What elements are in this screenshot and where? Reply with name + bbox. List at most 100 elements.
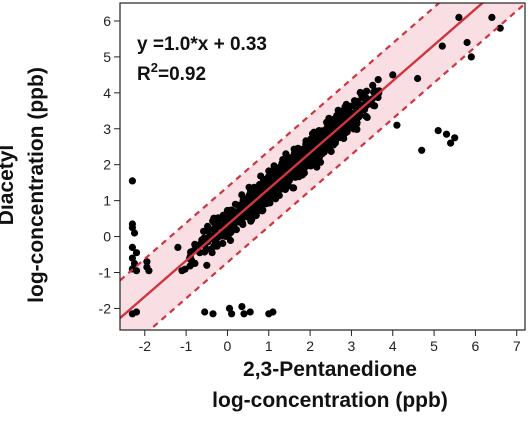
data-point <box>219 239 227 247</box>
data-point <box>467 53 475 61</box>
data-point <box>269 308 277 316</box>
data-point <box>306 142 314 150</box>
data-point <box>209 310 217 318</box>
data-point <box>389 71 397 79</box>
plot-frame <box>119 2 526 331</box>
y-tick-label: -1 <box>99 265 112 281</box>
x-tick-label: 2 <box>306 338 314 354</box>
data-point <box>326 137 334 145</box>
data-point <box>325 145 334 153</box>
data-point <box>128 177 136 185</box>
upper-band-line <box>120 3 441 282</box>
data-point <box>451 134 459 142</box>
data-point <box>290 145 298 153</box>
data-point <box>132 308 141 316</box>
data-point <box>263 200 271 208</box>
data-point <box>203 261 211 269</box>
data-point <box>178 267 186 275</box>
y-axis-title-line1: Diacetyl <box>0 144 18 226</box>
data-point <box>282 150 290 158</box>
x-tick-label: 0 <box>224 338 232 354</box>
x-tick-label: 5 <box>430 338 438 354</box>
data-point <box>246 308 254 316</box>
r-squared-annotation: R2=0.92 <box>137 60 206 85</box>
data-point <box>247 187 255 195</box>
data-point <box>223 211 232 219</box>
data-point <box>232 226 240 234</box>
data-point <box>238 303 246 311</box>
data-point <box>319 143 327 152</box>
x-axis-title: 2,3-Pentanedione log-concentration (ppb) <box>130 354 529 416</box>
y-tick-label: 3 <box>103 121 111 137</box>
regression-line <box>120 3 485 320</box>
data-point <box>213 240 221 248</box>
data-point <box>447 139 455 147</box>
data-point <box>204 222 212 230</box>
y-tick-label: 0 <box>103 229 111 245</box>
data-point <box>304 160 312 168</box>
data-point <box>374 76 382 84</box>
data-point <box>335 133 343 141</box>
data-point <box>341 129 349 138</box>
data-point <box>200 227 208 235</box>
data-point <box>277 162 285 170</box>
data-point <box>207 245 215 253</box>
x-axis-title-line2: log-concentration (ppb) <box>212 389 448 412</box>
data-point <box>201 308 209 316</box>
data-point <box>363 113 371 121</box>
x-tick-label: 6 <box>472 338 480 354</box>
data-point <box>132 267 141 275</box>
data-point <box>362 94 370 102</box>
data-point <box>438 42 446 50</box>
data-point <box>128 224 136 232</box>
data-point <box>272 195 280 203</box>
data-point <box>128 254 136 262</box>
data-point <box>393 121 401 129</box>
y-tick-label: 5 <box>103 49 111 65</box>
data-point <box>130 229 139 237</box>
data-point <box>260 176 268 184</box>
y-tick-label: 2 <box>103 157 111 173</box>
fit-lines <box>120 3 525 330</box>
x-axis-title-line1: 2,3-Pentanedione <box>243 358 417 381</box>
x-tick-label: 7 <box>513 338 521 354</box>
data-point <box>174 243 182 251</box>
y-tick-label: 6 <box>103 13 111 29</box>
data-point <box>341 108 349 117</box>
data-point <box>248 215 256 224</box>
data-point <box>201 248 209 256</box>
data-point <box>363 87 371 95</box>
x-tick-label: -1 <box>180 338 193 354</box>
data-point <box>228 310 236 318</box>
x-tick-label: 1 <box>265 338 273 354</box>
y-axis-title-line2: log-concentration (ppb) <box>25 67 48 303</box>
data-point <box>455 13 463 21</box>
data-point <box>186 262 194 270</box>
data-point <box>254 185 262 193</box>
equation-annotation: y =1.0*x + 0.33 <box>137 34 267 55</box>
data-point <box>225 304 234 312</box>
x-tick-label: 4 <box>389 338 397 354</box>
data-point <box>198 236 206 244</box>
data-point <box>128 243 136 251</box>
y-axis-title: Diacetyl log-concentration (ppb) <box>0 55 52 315</box>
y-tick-label: 4 <box>103 85 111 101</box>
data-point <box>316 158 325 166</box>
data-point <box>240 310 248 318</box>
data-point <box>145 267 153 275</box>
data-point <box>300 147 308 155</box>
data-point <box>488 13 496 21</box>
lower-band-line <box>148 3 525 330</box>
data-point <box>434 127 442 135</box>
data-point <box>349 117 357 125</box>
data-point <box>289 171 297 179</box>
data-point <box>351 103 359 111</box>
y-tick-label: -2 <box>99 300 112 316</box>
data-point <box>216 222 224 230</box>
data-point <box>463 38 471 47</box>
axes: -2 -1 0 1 2 3 4 5 6 7 -2 -1 0 1 2 3 4 5 6 <box>99 13 521 354</box>
data-point <box>414 74 422 83</box>
data-point <box>214 214 222 222</box>
y-tick-label: 1 <box>103 193 111 209</box>
